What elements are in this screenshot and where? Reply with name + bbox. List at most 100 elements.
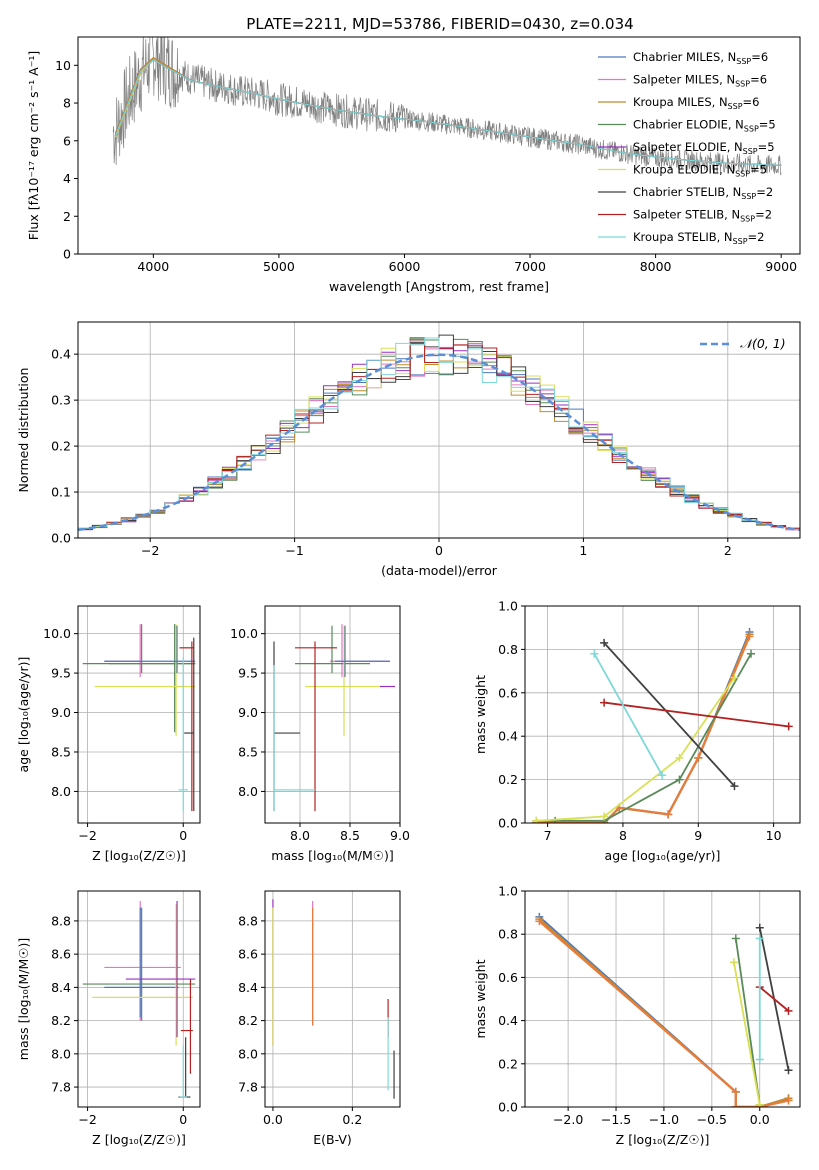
y-tick-label: 0.2 — [51, 439, 71, 454]
weight-marker — [747, 649, 756, 658]
y-tick-label: 4 — [63, 171, 71, 186]
y-tick-label: 1.0 — [498, 599, 518, 614]
y-tick-label: 8.8 — [238, 913, 258, 928]
x-axis-label: Z [log₁₀(Z/Z☉)] — [92, 848, 186, 863]
y-axis-label: mass [log₁₀(M/M☉)] — [16, 938, 31, 1060]
errorbar-point — [335, 625, 390, 678]
errorbar-point — [179, 641, 194, 812]
weight-marker — [730, 782, 739, 791]
weight-marker — [731, 1087, 740, 1096]
y-tick-label: 0.6 — [498, 970, 518, 985]
y-tick-label: 7.8 — [51, 1080, 71, 1095]
weight-marker — [731, 934, 740, 943]
y-tick-label: 8 — [63, 96, 71, 111]
weight-marker — [784, 1006, 793, 1015]
x-tick-label: 9000 — [765, 259, 797, 274]
errorbar-point — [179, 1045, 188, 1098]
weight-series — [600, 698, 793, 731]
plot-area — [273, 624, 395, 812]
y-tick-label: 0.2 — [498, 1056, 518, 1071]
x-tick-label: 4000 — [137, 259, 169, 274]
weight-line — [734, 938, 761, 1105]
errorbar-point — [109, 624, 196, 733]
panel-age-vs-mass: 8.0 8.5 9.0 8.0 8.5 9.0 9.5 10.0 mass [log₁₀(M/M… — [230, 605, 410, 863]
plot-area — [82, 624, 196, 812]
x-tick-label: −2 — [78, 1112, 96, 1127]
errorbar-point — [305, 625, 380, 737]
weight-marker — [745, 632, 754, 641]
x-tick-label: −1 — [285, 543, 303, 558]
y-tick-label: 0.0 — [498, 1100, 518, 1115]
errorbar-point — [125, 900, 196, 1038]
y-tick-label: 6 — [63, 133, 71, 148]
x-tick-label: 8.5 — [340, 828, 360, 843]
y-tick-label: 7.8 — [238, 1080, 258, 1095]
errorbar-point — [295, 641, 337, 812]
weight-series — [590, 649, 667, 780]
weight-marker — [755, 934, 764, 943]
weight-marker — [784, 722, 793, 731]
errorbar-point — [184, 637, 195, 812]
weight-marker — [694, 753, 703, 762]
weight-line — [759, 986, 790, 1012]
weight-marker — [730, 673, 739, 682]
errorbar-point — [104, 625, 196, 674]
y-axis-label: Flux [fλ10⁻¹⁷ erg cm⁻² s⁻¹ A⁻¹] — [26, 51, 41, 240]
x-tick-label: −0.5 — [697, 1112, 727, 1127]
y-tick-label: 8.0 — [51, 784, 71, 799]
weight-marker — [784, 1066, 793, 1075]
x-axis-label: (data-model)/error — [381, 563, 498, 578]
weight-marker — [600, 638, 609, 647]
y-tick-label: 8.4 — [51, 980, 71, 995]
y-tick-label: 8.4 — [238, 980, 258, 995]
y-tick-label: 0.1 — [51, 485, 71, 500]
weight-marker — [664, 810, 673, 819]
y-axis-label: mass weight — [473, 959, 488, 1038]
y-tick-label: 9.5 — [238, 666, 258, 681]
x-tick-label: 7000 — [514, 259, 546, 274]
y-tick-label: 0.6 — [498, 685, 518, 700]
x-axis-label: mass [log₁₀(M/M☉)] — [271, 848, 393, 863]
weight-marker — [675, 753, 684, 762]
errorbar-point — [180, 979, 193, 1074]
model-line — [115, 58, 480, 138]
y-tick-label: 1.0 — [498, 884, 518, 899]
weight-line — [732, 962, 761, 1106]
errorbar-point — [330, 624, 390, 678]
weight-marker — [532, 816, 541, 823]
legend-entry: Kroupa STELIB, NSSP=2 — [633, 230, 764, 246]
plot-area — [535, 912, 793, 1107]
y-tick-label: 8.5 — [238, 744, 258, 759]
weight-series — [532, 628, 754, 823]
errorbar-point — [178, 1037, 191, 1098]
legend: Chabrier MILES, NSSP=6 Salpeter MILES, NS… — [598, 50, 776, 246]
x-tick-label: 0.0 — [750, 1112, 770, 1127]
y-tick-label: 0.8 — [498, 642, 518, 657]
errorbar-point — [104, 900, 181, 1021]
weight-marker — [731, 1103, 740, 1107]
panel-age-vs-metallicity: −2 0 8.0 8.5 9.0 9.5 10.0 Z [log₁₀(Z/Z☉)] age [l… — [16, 605, 201, 863]
y-tick-label: 0.2 — [498, 772, 518, 787]
y-tick-label: 10.0 — [230, 626, 258, 641]
errorbar-point — [94, 624, 196, 737]
y-tick-label: 9.5 — [51, 666, 71, 681]
y-tick-label: 8.0 — [238, 1046, 258, 1061]
figure-title: PLATE=2211, MJD=53786, FIBERID=0430, z=0… — [246, 15, 633, 33]
y-tick-label: 2 — [63, 209, 71, 224]
panel-spectrum: Chabrier MILES, NSSP=6 Salpeter MILES, NS… — [26, 36, 801, 294]
y-tick-label: 0.0 — [498, 816, 518, 831]
x-tick-label: 8.0 — [290, 828, 310, 843]
axes-frame — [264, 605, 401, 824]
y-tick-label: 9.0 — [51, 705, 71, 720]
y-axis-label: Normed distribution — [16, 368, 31, 493]
errorbar-point — [82, 907, 196, 1021]
plot-area — [78, 334, 800, 532]
legend: 𝒩(0, 1) — [700, 336, 786, 351]
errorbar-point — [178, 657, 189, 812]
x-tick-label: −1.5 — [601, 1112, 631, 1127]
x-tick-label: 10 — [766, 828, 782, 843]
y-tick-label: 8.0 — [51, 1046, 71, 1061]
axes-frame — [77, 890, 201, 1108]
weight-marker — [755, 1100, 764, 1107]
